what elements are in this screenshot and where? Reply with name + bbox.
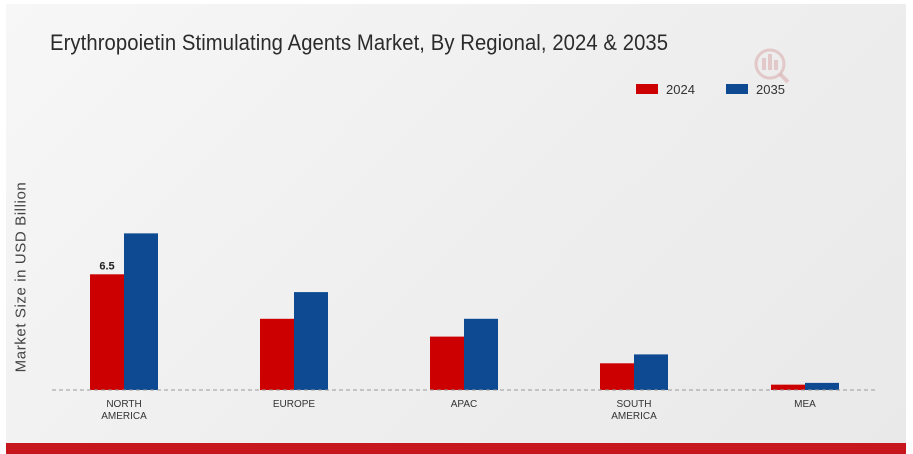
- legend-swatch-2035: [726, 84, 748, 94]
- x-tick-label-south-america: SOUTH AMERICA: [611, 399, 657, 422]
- chart-title: Erythropoietin Stimulating Agents Market…: [50, 30, 669, 55]
- data-label-north-america-2024: 6.5: [99, 260, 114, 272]
- bar-mea-2035: [805, 382, 839, 390]
- x-tick-label-mea: MEA: [794, 399, 816, 410]
- bar-north-america-2035: [124, 233, 158, 390]
- bar-south-america-2035: [634, 354, 668, 390]
- bar-europe-2024: [260, 318, 294, 390]
- legend-label-2035: 2035: [756, 81, 785, 97]
- bar-south-america-2024: [600, 363, 634, 390]
- x-tick-label-europe: EUROPE: [273, 399, 316, 410]
- bar-north-america-2024: [90, 274, 124, 390]
- bar-mea-2024: [771, 384, 805, 390]
- x-tick-label-north-america: NORTH AMERICA: [101, 399, 147, 422]
- legend-swatch-2024: [636, 84, 658, 94]
- bars-group: [90, 233, 839, 390]
- footer-accent-bar: [6, 443, 906, 454]
- bar-apac-2035: [464, 318, 498, 390]
- x-tick-label-apac: APAC: [451, 399, 478, 410]
- bar-apac-2024: [430, 336, 464, 390]
- brand-watermark-icon: [754, 48, 790, 84]
- x-tick-labels: NORTH AMERICA EUROPE APAC SOUTH AMERICA MEA: [101, 399, 816, 422]
- legend-label-2024: 2024: [666, 81, 695, 97]
- bar-europe-2035: [294, 292, 328, 390]
- legend-item-2035: 2035: [726, 81, 785, 97]
- data-labels-group: 6.5: [99, 260, 114, 272]
- legend-item-2024: 2024: [636, 81, 695, 97]
